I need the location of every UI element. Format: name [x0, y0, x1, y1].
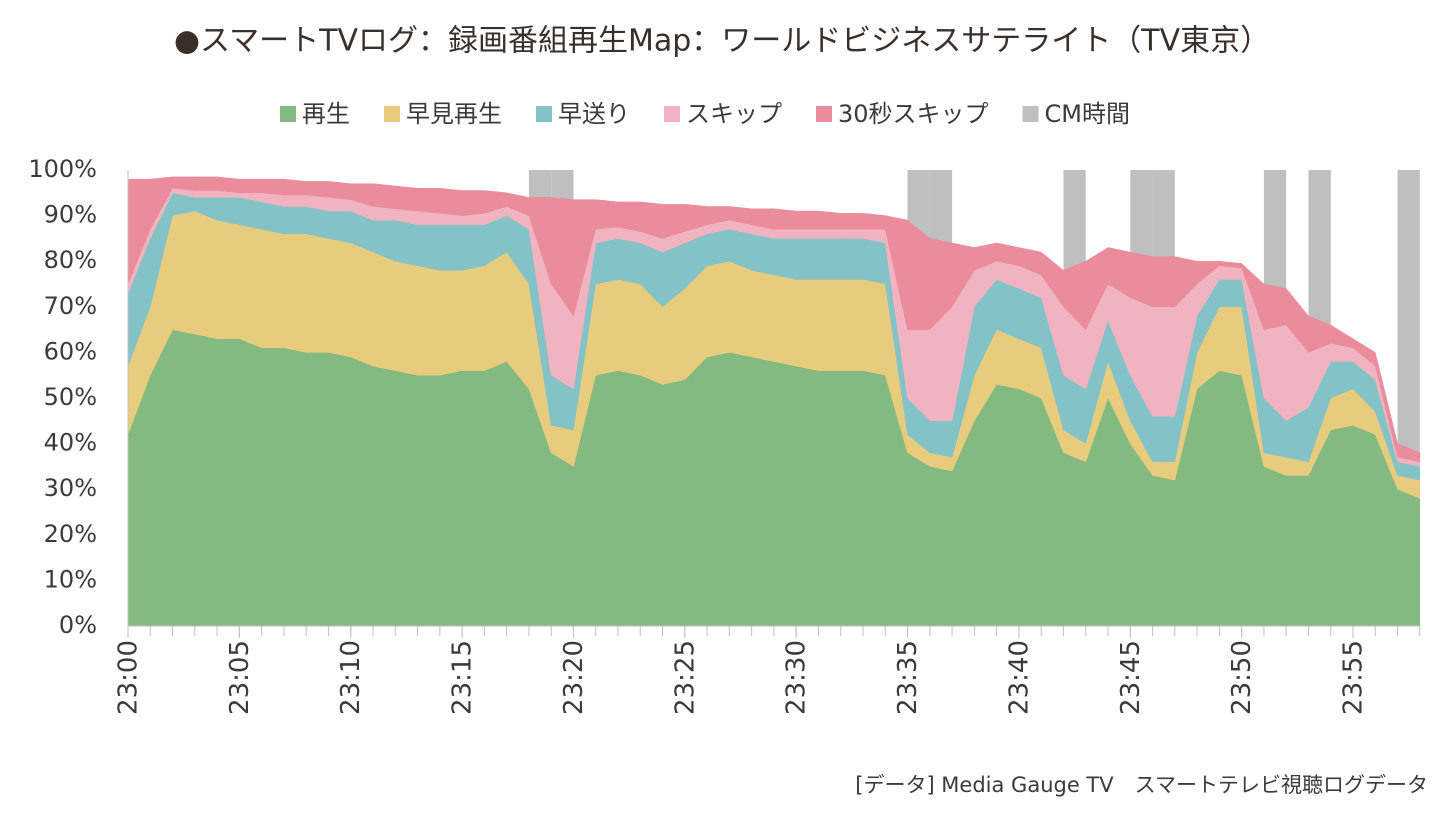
legend-swatch [664, 106, 680, 122]
y-tick-label: 30% [44, 474, 97, 502]
legend-label: CM時間 [1045, 100, 1130, 128]
source: [データ] Media Gauge TV スマートテレビ視聴ログデータ [855, 773, 1428, 797]
chart-title: ●スマートTVログ：録画番組再生Map：ワールドビジネスサテライト（TV東京） [174, 24, 1270, 59]
legend-label: スキップ [686, 100, 782, 128]
legend-label: 早見再生 [406, 100, 502, 128]
x-tick-label: 23:20 [559, 640, 589, 715]
y-tick-label: 50% [44, 383, 97, 411]
x-tick-label: 23:30 [782, 640, 812, 715]
y-tick-label: 90% [44, 201, 97, 229]
y-tick-label: 70% [44, 292, 97, 320]
legend-swatch [536, 106, 552, 122]
legend-swatch [384, 106, 400, 122]
x-tick-label: 23:10 [336, 640, 366, 715]
legend-swatch [816, 106, 832, 122]
x-tick-label: 23:35 [893, 640, 923, 715]
x-tick-label: 23:05 [225, 640, 255, 715]
x-tick-label: 23:50 [1227, 640, 1257, 715]
y-tick-label: 100% [28, 155, 97, 183]
y-tick-label: 20% [44, 520, 97, 548]
y-tick-label: 0% [59, 611, 97, 639]
legend-swatch [1022, 106, 1039, 122]
legend-label: 再生 [302, 100, 350, 128]
x-tick-label: 23:00 [114, 640, 144, 715]
legend-label: 早送り [558, 100, 630, 128]
area [127, 329, 1421, 627]
y-tick-label: 10% [44, 565, 97, 593]
legend-swatch [280, 106, 296, 122]
legend-label: 30秒スキップ [838, 100, 989, 128]
y-tick-label: 40% [44, 429, 97, 457]
x-tick-label: 23:15 [448, 640, 478, 715]
y-tick-label: 60% [44, 337, 97, 365]
x-tick-label: 23:40 [1004, 640, 1034, 715]
y-tick-label: 80% [44, 246, 97, 274]
x-tick-label: 23:25 [670, 640, 700, 715]
x-tick-label: 23:45 [1116, 640, 1146, 715]
x-tick-label: 23:55 [1339, 640, 1369, 715]
area [127, 176, 1421, 463]
